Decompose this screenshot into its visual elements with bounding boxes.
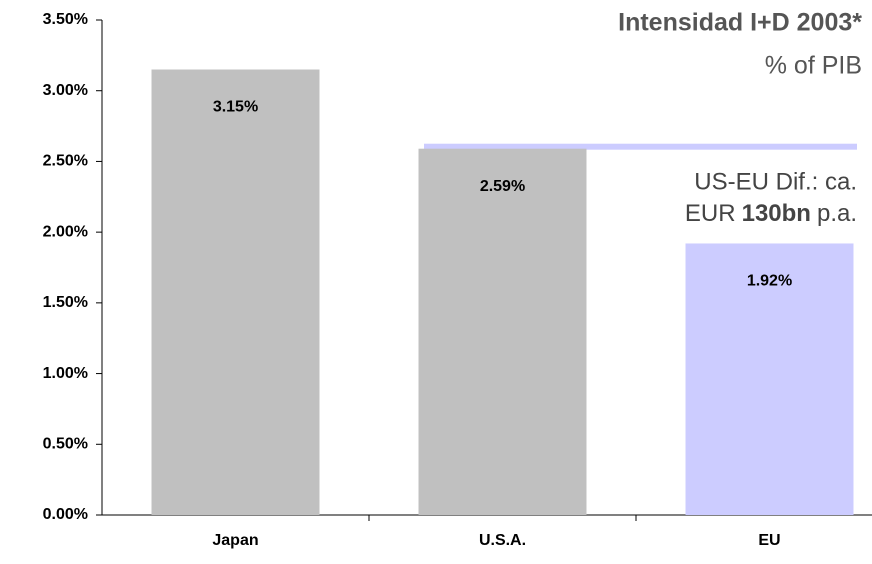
data-label: 3.15% <box>213 99 258 116</box>
y-tick-label: 0.50% <box>43 436 88 453</box>
x-tick-label: U.S.A. <box>479 532 526 549</box>
reference-line <box>424 143 857 150</box>
chart-subtitle: % of PIB <box>765 52 862 80</box>
bar <box>151 69 320 515</box>
y-tick-label: 2.00% <box>43 223 88 240</box>
bar <box>418 148 587 515</box>
y-tick-label: 0.00% <box>43 506 88 523</box>
annotation-part: EUR <box>685 200 736 227</box>
annotation: US-EU Dif.: ca. <box>694 168 857 195</box>
y-tick-label: 3.00% <box>43 82 88 99</box>
y-tick-label: 2.50% <box>43 153 88 170</box>
y-tick-label: 1.00% <box>43 365 88 382</box>
chart-title: Intensidad I+D 2003* <box>618 9 862 37</box>
x-tick-label: EU <box>758 532 780 549</box>
annotation: EUR 130bn p.a. <box>685 200 857 227</box>
bar <box>685 243 854 515</box>
data-label: 1.92% <box>747 273 792 290</box>
data-label: 2.59% <box>480 178 525 195</box>
annotation-part: p.a. <box>817 200 857 227</box>
y-tick-label: 1.50% <box>43 294 88 311</box>
y-tick-label: 3.50% <box>43 11 88 28</box>
x-tick-label: Japan <box>212 532 258 549</box>
annotation-part: 130bn <box>742 200 811 227</box>
